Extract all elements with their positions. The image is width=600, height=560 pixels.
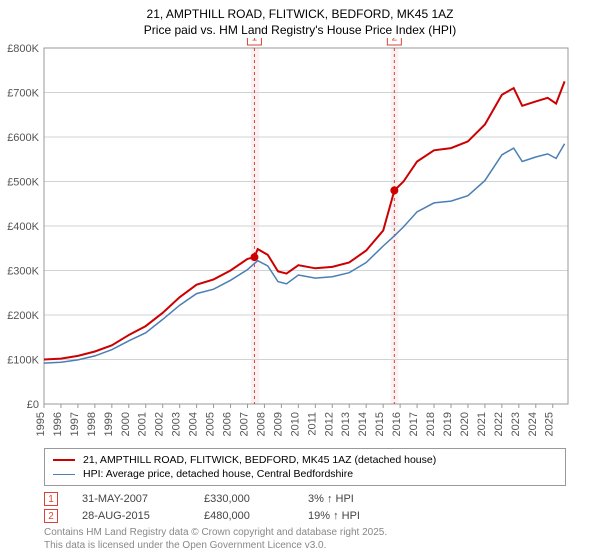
y-axis-label: £700K [7, 88, 39, 100]
x-axis-label: 2005 [205, 412, 217, 436]
legend-label: HPI: Average price, detached house, Cent… [83, 468, 353, 480]
x-axis-label: 2018 [425, 412, 437, 436]
y-axis-label: £800K [7, 43, 39, 55]
x-axis-label: 2020 [459, 412, 471, 436]
footer-line-2: This data is licensed under the Open Gov… [44, 540, 566, 553]
sale-marker-box: 1 [44, 492, 58, 506]
chart-svg: £0 £100K £200K £300K £400K £500K £600K £700K £80… [0, 38, 600, 444]
x-axis-label: 2012 [323, 412, 335, 436]
title-block: 21, AMPTHILL ROAD, FLITWICK, BEDFORD, MK… [0, 0, 600, 38]
sale-point-dot [250, 254, 258, 262]
sale-diff: 19% ↑ HPI [308, 510, 398, 522]
y-axis-label: £300K [7, 266, 39, 278]
sale-date: 31-MAY-2007 [82, 493, 180, 505]
y-axis-label: £200K [7, 310, 39, 322]
legend-swatch [53, 459, 75, 461]
x-axis-label: 2006 [222, 412, 234, 436]
sale-diff: 3% ↑ HPI [308, 493, 398, 505]
x-axis-label: 2022 [493, 412, 505, 436]
x-axis-label: 2008 [255, 412, 267, 436]
x-axis-label: 2024 [527, 412, 539, 436]
legend-label: 21, AMPTHILL ROAD, FLITWICK, BEDFORD, MK… [83, 454, 436, 466]
series-property [44, 82, 565, 360]
x-axis-label: 1999 [103, 412, 115, 436]
chart-container: 21, AMPTHILL ROAD, FLITWICK, BEDFORD, MK… [0, 0, 600, 560]
x-axis-label: 2011 [306, 412, 318, 436]
legend-row: 21, AMPTHILL ROAD, FLITWICK, BEDFORD, MK… [53, 453, 557, 467]
x-axis-label: 2014 [357, 412, 369, 436]
x-axis-label: 2017 [408, 412, 420, 436]
x-axis-label: 2013 [340, 412, 352, 436]
x-axis-label: 2019 [442, 412, 454, 436]
x-axis-label: 2016 [391, 412, 403, 436]
y-axis-label: £0 [27, 399, 39, 411]
sale-price: £330,000 [204, 493, 284, 505]
x-axis-label: 2007 [238, 412, 250, 436]
series-hpi [44, 144, 565, 363]
sale-point-dot [390, 187, 398, 195]
x-axis-label: 2015 [374, 412, 386, 436]
legend-swatch [53, 474, 75, 475]
x-axis-label: 2001 [137, 412, 149, 436]
marker-label: 1 [252, 38, 258, 44]
x-axis-label: 2021 [476, 412, 488, 436]
y-axis-label: £400K [7, 221, 39, 233]
x-axis-label: 2023 [510, 412, 522, 436]
legend-row: HPI: Average price, detached house, Cent… [53, 467, 557, 481]
chart-area: £0 £100K £200K £300K £400K £500K £600K £700K £80… [0, 38, 600, 444]
sale-row: 1 31-MAY-2007 £330,000 3% ↑ HPI [44, 492, 566, 506]
x-axis-label: 2009 [272, 412, 284, 436]
x-axis-label: 2002 [154, 412, 166, 436]
title-line-2: Price paid vs. HM Land Registry's House … [0, 22, 600, 38]
footer-line-1: Contains HM Land Registry data © Crown c… [44, 527, 566, 540]
x-axis-label: 2004 [188, 412, 200, 436]
sale-row: 2 28-AUG-2015 £480,000 19% ↑ HPI [44, 509, 566, 523]
x-axis-label: 2003 [171, 412, 183, 436]
y-axis-label: £600K [7, 132, 39, 144]
marker-label: 2 [392, 38, 398, 44]
x-axis-label: 1998 [86, 412, 98, 436]
title-line-1: 21, AMPTHILL ROAD, FLITWICK, BEDFORD, MK… [0, 6, 600, 22]
sale-marker-box: 2 [44, 509, 58, 523]
sales-list: 1 31-MAY-2007 £330,000 3% ↑ HPI 2 28-AUG-2015… [0, 492, 600, 523]
x-axis-label: 2000 [120, 412, 132, 436]
x-axis-label: 1995 [35, 412, 47, 436]
x-axis-label: 2010 [289, 412, 301, 436]
x-axis-label: 1997 [69, 412, 81, 436]
footer: Contains HM Land Registry data © Crown c… [44, 527, 566, 552]
x-axis-label: 1996 [52, 412, 64, 436]
y-axis-label: £100K [7, 355, 39, 367]
y-axis-label: £500K [7, 177, 39, 189]
x-axis-label: 2025 [544, 412, 556, 436]
sale-price: £480,000 [204, 510, 284, 522]
sale-date: 28-AUG-2015 [82, 510, 180, 522]
legend: 21, AMPTHILL ROAD, FLITWICK, BEDFORD, MK… [44, 448, 566, 486]
